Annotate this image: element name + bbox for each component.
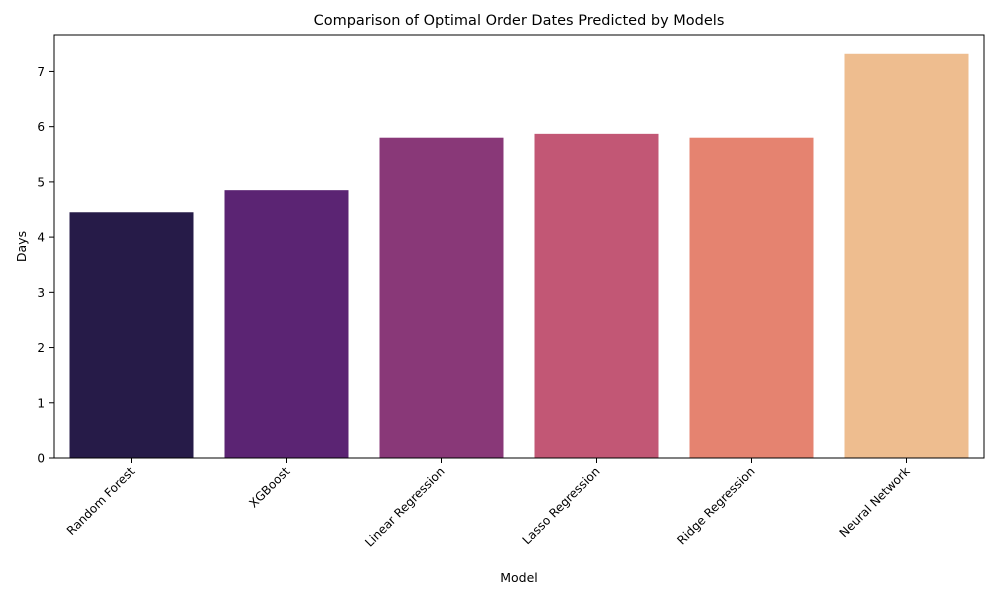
x-axis-label: Model [500, 570, 538, 585]
x-axis-ticks: Random Forest XGBoost Linear Regression Las… [64, 458, 913, 550]
y-tick-label: 1 [37, 396, 45, 410]
x-tick-label: Neural Network [837, 464, 913, 540]
y-tick-label: 6 [37, 120, 45, 134]
y-tick-label: 3 [37, 286, 45, 300]
y-tick-label: 0 [37, 452, 45, 466]
x-tick-label: Random Forest [64, 464, 138, 538]
bar-lasso-regression [534, 133, 659, 458]
y-tick-label: 4 [37, 231, 45, 245]
x-tick-label: XGBoost [246, 464, 292, 510]
bar-neural-network [844, 53, 969, 458]
y-axis-ticks: 0 1 2 3 4 5 6 7 [37, 65, 54, 466]
axes-border [53, 34, 985, 459]
bars-layer [69, 53, 969, 459]
y-tick-label: 7 [37, 65, 45, 79]
bar-random-forest [69, 212, 194, 458]
x-tick-label: Lasso Regression [520, 464, 603, 547]
axes-frame [53, 34, 985, 459]
chart-title: Comparison of Optimal Order Dates Predic… [314, 13, 725, 29]
y-tick-label: 5 [37, 175, 45, 189]
x-tick-label: Ridge Regression [674, 464, 757, 547]
bar-linear-regression [379, 137, 504, 458]
bar-xgboost [224, 190, 349, 459]
bar-ridge-regression [689, 137, 814, 458]
y-axis-label: Days [14, 231, 29, 262]
y-tick-label: 2 [37, 341, 45, 355]
x-tick-label: Linear Regression [362, 464, 447, 549]
